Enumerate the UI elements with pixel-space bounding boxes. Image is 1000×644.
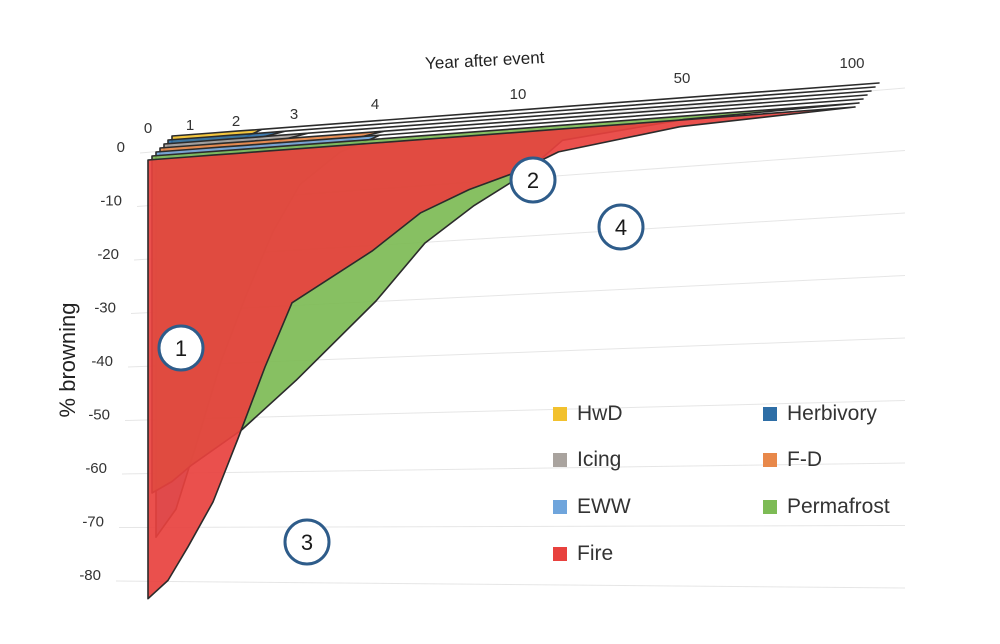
svg-text:F-D: F-D bbox=[787, 448, 822, 471]
legend-item-icing: Icing bbox=[553, 448, 621, 471]
annotation-marker-1: 1 bbox=[157, 324, 205, 372]
y-tick-label: -60 bbox=[85, 460, 107, 477]
y-tick-label: -80 bbox=[79, 567, 101, 584]
svg-text:Permafrost: Permafrost bbox=[787, 495, 890, 518]
svg-text:4: 4 bbox=[615, 215, 627, 240]
annotation-marker-3: 3 bbox=[283, 518, 331, 566]
x-axis-title: Year after event bbox=[425, 48, 546, 73]
legend-item-hwd: HwD bbox=[553, 402, 623, 425]
svg-text:1: 1 bbox=[175, 336, 187, 361]
svg-text:Herbivory: Herbivory bbox=[787, 402, 877, 425]
legend-item-eww: EWW bbox=[553, 495, 631, 518]
x-tick-labels: 0 1 2 3 4 10 50 100 bbox=[144, 55, 865, 137]
x-tick-label: 50 bbox=[674, 70, 691, 87]
series-area-fire bbox=[147, 106, 856, 600]
gridline bbox=[118, 525, 906, 528]
svg-text:Icing: Icing bbox=[577, 448, 621, 471]
x-tick-label: 1 bbox=[186, 117, 194, 134]
svg-text:2: 2 bbox=[527, 168, 539, 193]
x-tick-label: 10 bbox=[510, 86, 527, 103]
y-tick-label: -20 bbox=[97, 246, 119, 263]
legend-item-permafrost: Permafrost bbox=[763, 495, 890, 518]
annotation-marker-2: 2 bbox=[509, 156, 557, 204]
annotation-marker-4: 4 bbox=[597, 203, 645, 251]
y-tick-label: -30 bbox=[94, 300, 116, 317]
svg-text:EWW: EWW bbox=[577, 495, 631, 518]
legend: HwD Herbivory Icing F-D EWW Permafrost Fire bbox=[553, 402, 890, 565]
annotation-markers: 1 2 3 4 bbox=[157, 156, 645, 566]
x-tick-label: 0 bbox=[144, 120, 152, 137]
y-tick-label: -40 bbox=[91, 353, 113, 370]
series-areas bbox=[147, 82, 880, 600]
legend-item-f-d: F-D bbox=[763, 448, 822, 471]
svg-text:3: 3 bbox=[301, 530, 313, 555]
y-tick-label: 0 bbox=[117, 139, 125, 156]
y-axis-title: % browning bbox=[55, 303, 80, 418]
x-tick-label: 4 bbox=[371, 96, 379, 113]
legend-item-herbivory: Herbivory bbox=[763, 402, 877, 425]
x-tick-label: 2 bbox=[232, 113, 240, 130]
legend-item-fire: Fire bbox=[553, 542, 613, 565]
gridline bbox=[115, 580, 906, 589]
y-tick-label: -70 bbox=[82, 514, 104, 531]
x-tick-label: 3 bbox=[290, 106, 298, 123]
y-tick-label: -10 bbox=[100, 193, 122, 210]
svg-text:Fire: Fire bbox=[577, 542, 613, 565]
svg-text:HwD: HwD bbox=[577, 402, 623, 425]
y-tick-label: -50 bbox=[88, 407, 110, 424]
x-tick-label: 100 bbox=[839, 55, 864, 72]
y-tick-labels: 0 -10 -20 -30 -40 -50 -60 -70 -80 bbox=[79, 139, 125, 584]
